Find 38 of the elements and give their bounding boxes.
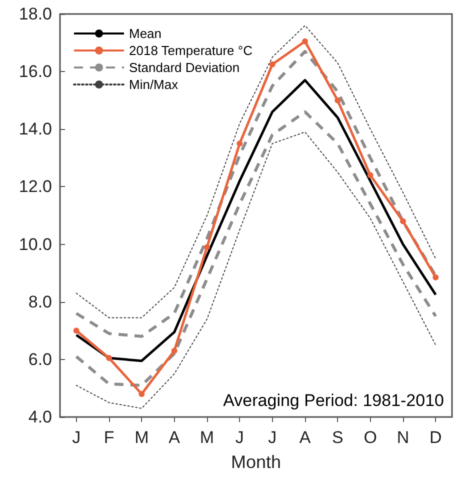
x-tick-label: A <box>168 428 181 447</box>
y-tick-label: 18.0 <box>18 4 52 24</box>
legend-label: Min/Max <box>129 77 179 92</box>
point <box>400 218 406 224</box>
point <box>432 274 439 280</box>
point <box>106 354 112 361</box>
legend-label: Mean <box>129 26 162 41</box>
x-tick-label: J <box>72 428 81 447</box>
y-tick-label: 10.0 <box>18 234 52 254</box>
x-tick-label: M <box>200 428 214 447</box>
x-axis-title: Month <box>230 452 282 472</box>
y-tick-label: 4.0 <box>28 408 52 426</box>
point <box>236 140 243 147</box>
point <box>73 328 80 334</box>
y-tick-label: 8.0 <box>28 292 52 312</box>
point <box>334 97 341 104</box>
point <box>269 61 276 68</box>
x-tick-label: O <box>364 428 377 447</box>
x-tick-label: F <box>104 428 114 447</box>
y-tick-label: 14.0 <box>18 120 52 139</box>
annotation: Averaging Period: 1981-2010 <box>223 391 444 410</box>
x-tick-label: N <box>396 428 410 447</box>
x-tick-label: S <box>332 428 344 447</box>
point <box>171 348 178 354</box>
y-tick-label: 12.0 <box>18 177 52 196</box>
y-tick-label: 6.0 <box>28 350 52 369</box>
x-tick-label: J <box>235 428 244 447</box>
point <box>367 172 374 178</box>
point <box>302 38 308 44</box>
x-tick-label: D <box>430 428 442 447</box>
x-tick-label: A <box>299 428 312 447</box>
x-tick-label: M <box>134 428 149 447</box>
x-tick-label: J <box>268 428 277 447</box>
point <box>204 244 210 250</box>
legend-label: Standard Deviation <box>129 60 240 75</box>
legend-label: 2018 Temperature °C <box>129 43 252 58</box>
y-tick-label: 16.0 <box>18 62 52 82</box>
point <box>138 390 145 397</box>
